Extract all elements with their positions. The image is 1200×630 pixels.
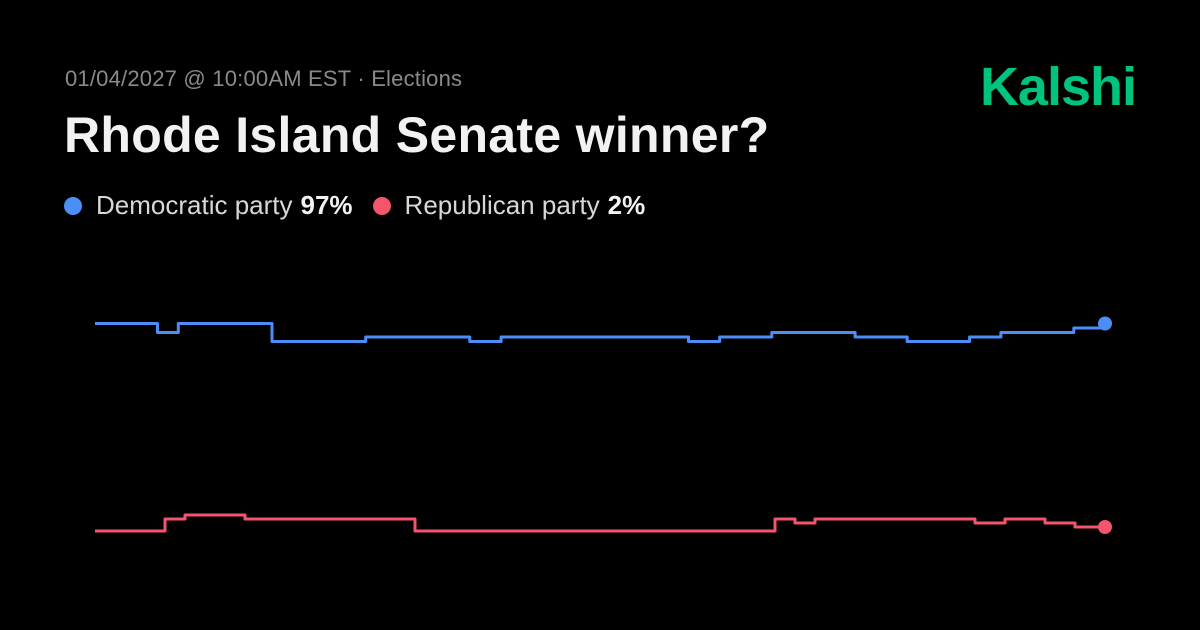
series-line-democratic	[95, 322, 1107, 343]
series-endpoint-republican	[1098, 520, 1112, 534]
series-endpoint-democratic	[1098, 316, 1112, 331]
page-title: Rhode Island Senate winner?	[64, 107, 770, 163]
legend-item-republican: Republican party 2%	[372, 190, 646, 221]
legend-value: 97%	[300, 190, 353, 220]
legend-label: Republican party	[404, 190, 600, 220]
market-meta: 01/04/2027 @ 10:00AM EST · Elections	[65, 66, 462, 92]
legend-item-democratic: Democratic party 97%	[64, 190, 353, 221]
meta-separator: ·	[357, 66, 365, 91]
legend-label: Democratic party	[96, 190, 293, 220]
democratic-dot-icon	[64, 196, 82, 215]
chart-legend: Democratic party 97% Republican party 2%	[64, 190, 645, 221]
market-datetime: 01/04/2027 @ 10:00AM EST	[65, 66, 352, 91]
republican-dot-icon	[372, 196, 391, 215]
market-category: Elections	[371, 66, 463, 91]
series-line-republican	[95, 513, 1105, 533]
legend-value: 2%	[607, 190, 646, 220]
brand-logo: Kalshi	[979, 57, 1137, 117]
price-history-chart	[95, 316, 1112, 534]
